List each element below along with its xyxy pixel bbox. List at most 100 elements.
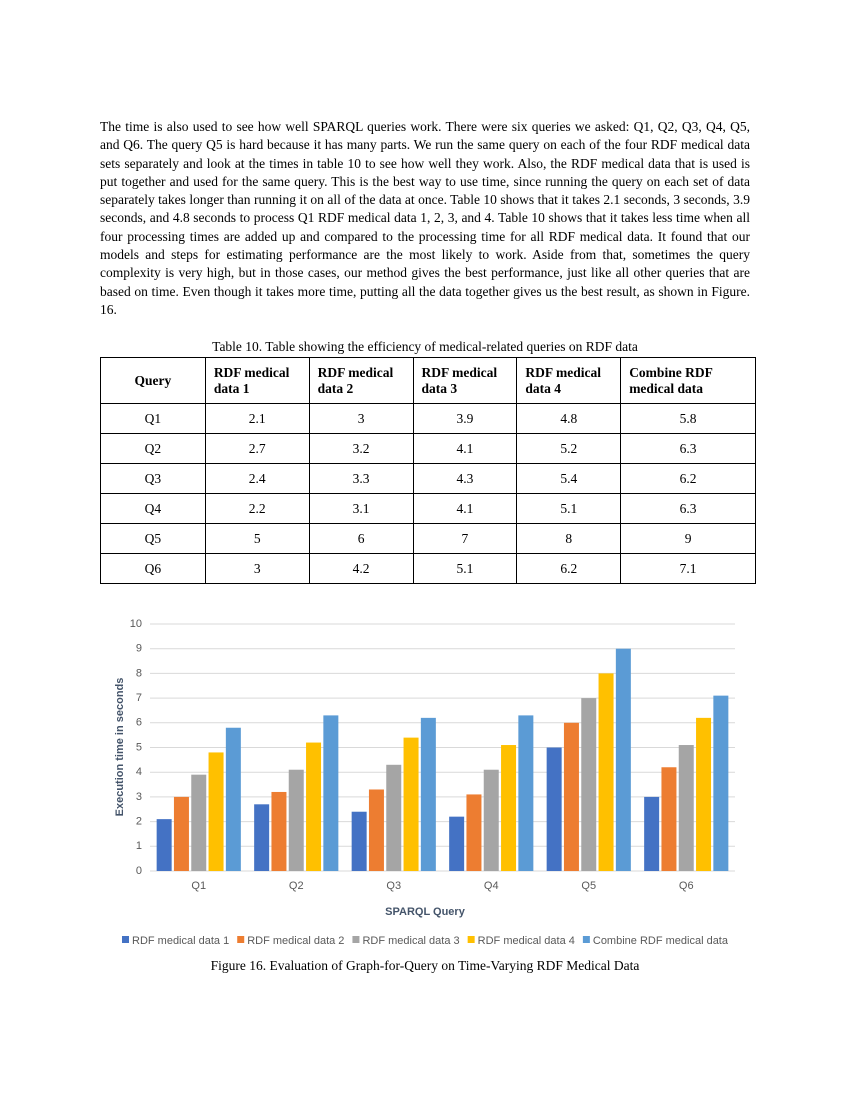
table-cell: 7 (412, 523, 518, 554)
table-cell: Q6 (100, 553, 206, 584)
y-tick-label: 5 (136, 741, 142, 753)
figure-caption: Figure 16. Evaluation of Graph-for-Query… (210, 958, 640, 973)
y-tick-label: 1 (136, 840, 142, 852)
y-tick-label: 3 (136, 791, 142, 803)
bar (173, 796, 189, 871)
bar (306, 742, 322, 871)
bar (449, 816, 465, 871)
y-tick-label: 2 (136, 816, 142, 828)
legend-swatch (467, 936, 475, 943)
bar (581, 698, 597, 871)
x-tick-label: Q3 (386, 880, 401, 892)
bar (288, 769, 304, 871)
bar (271, 791, 287, 871)
legend-label: RDF medical data 3 (362, 935, 459, 947)
table: Query RDF medical data 1 RDF medical data … (100, 357, 756, 584)
table-cell: 4.3 (412, 463, 518, 494)
table-cell: 5.8 (620, 403, 756, 434)
bar (501, 745, 517, 871)
x-axis-title: SPARQL Query (385, 906, 466, 918)
table-cell: 6.3 (620, 433, 756, 464)
table-cell: 6 (308, 523, 414, 554)
header-row: Query RDF medical data 1 RDF medical data … (100, 357, 756, 404)
bar (598, 673, 614, 871)
header-cell: RDF medical data 3 (412, 357, 518, 404)
table-cell: 4.1 (412, 433, 518, 464)
bar (644, 796, 660, 871)
header-cell: RDF medical data 1 (204, 357, 310, 404)
legend-swatch (122, 936, 129, 943)
x-tick-label: Q6 (679, 880, 694, 892)
table-row: Q4 2.2 3.1 4.1 5.1 6.3 (100, 493, 756, 524)
table-cell: Q4 (100, 493, 206, 524)
bar (403, 737, 419, 871)
table-cell: 5.4 (516, 463, 622, 494)
table-cell: 3.3 (308, 463, 414, 494)
table-cell: Q1 (100, 403, 206, 434)
table-cell: 6.2 (620, 463, 756, 494)
table-cell: Q5 (100, 523, 206, 554)
bar (483, 769, 499, 871)
y-axis-title: Execution time in seconds (114, 678, 126, 817)
legend-label: RDF medical data 1 (132, 935, 229, 947)
x-tick-label: Q5 (581, 880, 596, 892)
table-row: Q5 5 6 7 8 9 (100, 523, 756, 554)
table-cell: 7.1 (620, 553, 756, 584)
header-cell: Query (100, 357, 206, 404)
table-cell: 9 (620, 523, 756, 554)
table-cell: 6.2 (516, 553, 622, 584)
table-cell: 2.7 (204, 433, 310, 464)
legend-swatch (237, 936, 245, 943)
bar (208, 752, 224, 871)
table-cell: 2.1 (204, 403, 310, 434)
x-tick-label: Q4 (484, 880, 499, 892)
bar (466, 794, 482, 871)
bar (696, 717, 712, 871)
x-tick-label: Q2 (289, 880, 304, 892)
table-cell: 5.1 (516, 493, 622, 524)
legend-label: Combine RDF medical data (593, 935, 729, 947)
header-cell: RDF medical data 4 (516, 357, 622, 404)
table-cell: 5.1 (412, 553, 518, 584)
table-cell: 4.8 (516, 403, 622, 434)
legend-label: RDF medical data 2 (247, 935, 344, 947)
x-tick-label: Q1 (191, 880, 206, 892)
table-cell: 2.4 (204, 463, 310, 494)
legend-swatch (352, 936, 360, 943)
table-cell: 4.2 (308, 553, 414, 584)
table-row: Q6 3 4.2 5.1 6.2 7.1 (100, 553, 756, 584)
table-caption: Table 10. Table showing the efficiency o… (212, 339, 638, 354)
table-cell: Q2 (100, 433, 206, 464)
table-cell: 8 (516, 523, 622, 554)
paragraph: The time is also used to see how well SP… (100, 119, 750, 317)
table-row: Q1 2.1 3 3.9 4.8 5.8 (100, 403, 756, 434)
bar (678, 745, 694, 871)
chart: SPARQL Query Execution time in seconds 0… (114, 618, 735, 947)
bar (518, 715, 534, 871)
table-cell: 3.1 (308, 493, 414, 524)
legend-swatch (582, 936, 590, 943)
bar (563, 722, 579, 871)
bar (420, 717, 436, 871)
header-cell: Combine RDF medical data (620, 357, 756, 404)
y-tick-label: 6 (136, 717, 142, 729)
table-cell: 3 (308, 403, 414, 434)
y-tick-label: 10 (130, 618, 142, 630)
y-tick-label: 9 (136, 643, 142, 655)
y-tick-label: 8 (136, 667, 142, 679)
bar (713, 695, 729, 871)
header-cell: RDF medical data 2 (308, 357, 414, 404)
bar (368, 789, 384, 871)
bar (323, 715, 339, 871)
bar (254, 804, 270, 871)
table-cell: 3.9 (412, 403, 518, 434)
y-tick-label: 4 (136, 766, 142, 778)
bar (386, 764, 402, 871)
table-cell: 4.1 (412, 493, 518, 524)
bar (615, 648, 631, 871)
y-tick-label: 0 (136, 865, 142, 877)
bar (546, 747, 562, 871)
table-cell: 6.3 (620, 493, 756, 524)
table-cell: 5 (204, 523, 310, 554)
